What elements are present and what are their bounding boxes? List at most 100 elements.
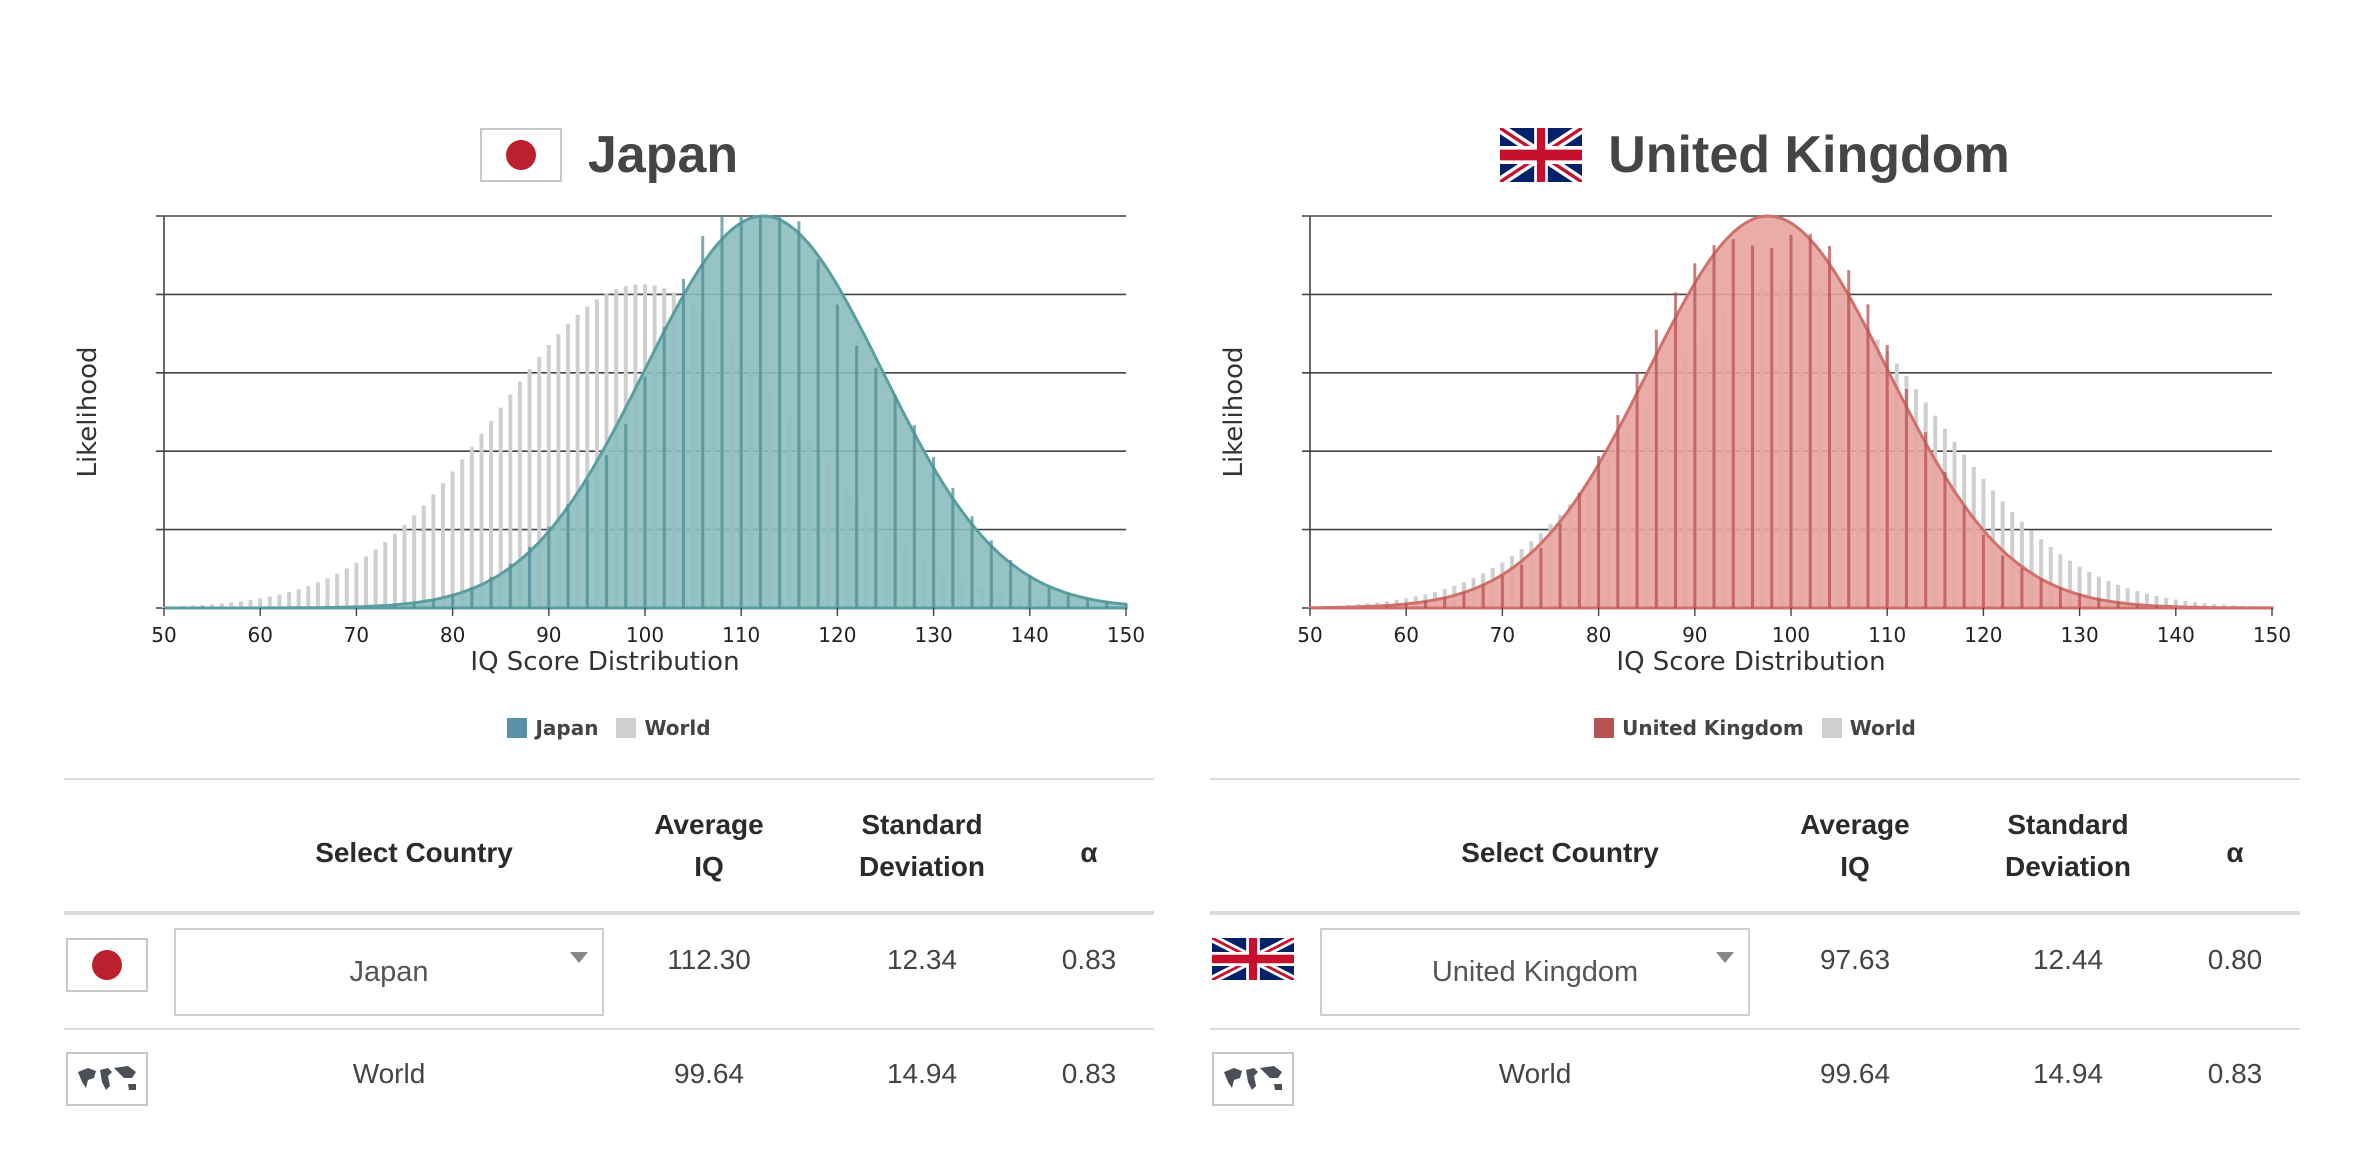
world-bar bbox=[421, 505, 426, 608]
world-bar bbox=[2077, 566, 2082, 608]
country-bar bbox=[1124, 604, 1128, 608]
legend-item-japan[interactable]: Japan bbox=[507, 716, 598, 740]
header-alpha: α bbox=[1080, 837, 1098, 868]
header-select-country: Select Country bbox=[1461, 837, 1659, 868]
x-tick-label: 90 bbox=[536, 623, 561, 647]
country-bar bbox=[624, 423, 628, 608]
world-bar bbox=[2125, 588, 2130, 608]
avg-iq-value: 112.30 bbox=[667, 944, 751, 975]
legend-swatch-japan bbox=[507, 718, 528, 738]
legend-swatch-world bbox=[1821, 718, 1842, 738]
world-bar bbox=[2067, 560, 2072, 608]
alpha-value: 0.83 bbox=[1061, 944, 1117, 975]
country-bar bbox=[1943, 472, 1947, 608]
country-select-value: United Kingdom bbox=[1431, 955, 1639, 988]
country-bar bbox=[2001, 555, 2005, 608]
legend-item-uk[interactable]: United Kingdom bbox=[1594, 716, 1804, 740]
country-bar bbox=[2097, 598, 2101, 608]
country-bar bbox=[912, 425, 916, 608]
right-title-row: United Kingdom bbox=[1210, 110, 2300, 200]
world-bar bbox=[306, 585, 311, 608]
world-bar bbox=[2154, 595, 2159, 608]
world-bar bbox=[200, 604, 205, 608]
right-panel: United Kingdom 50 60 70 80 90 100 110 120 130 140… bbox=[1210, 0, 2300, 1162]
world-bar bbox=[2144, 593, 2149, 608]
world-label: World bbox=[1498, 1058, 1572, 1089]
country-bar bbox=[1866, 304, 1870, 608]
header-select-country: Select Country bbox=[315, 837, 513, 868]
country-select-left[interactable]: Japan bbox=[174, 928, 604, 1016]
world-map-icon bbox=[1212, 1052, 1294, 1106]
legend-label-world: World bbox=[644, 716, 711, 740]
country-bar bbox=[1443, 597, 1447, 608]
country-bar bbox=[1616, 414, 1620, 608]
header-average-1: Average bbox=[1800, 809, 1910, 840]
world-avg-iq-value: 99.64 bbox=[673, 1058, 745, 1089]
x-tick-label: 140 bbox=[2157, 623, 2195, 647]
world-bar bbox=[450, 471, 455, 608]
legend-item-world[interactable]: World bbox=[1821, 716, 1916, 740]
world-bar bbox=[258, 598, 263, 608]
country-bar bbox=[508, 563, 512, 608]
world-bar bbox=[2135, 591, 2140, 608]
avg-iq-value: 97.63 bbox=[1819, 944, 1891, 975]
x-tick-label: 70 bbox=[1490, 623, 1515, 647]
world-bar bbox=[489, 420, 494, 608]
country-bar bbox=[1654, 329, 1658, 608]
country-bar bbox=[2155, 605, 2159, 608]
sd-value: 12.44 bbox=[2032, 944, 2104, 975]
country-bar bbox=[970, 516, 974, 608]
world-bar bbox=[594, 299, 599, 608]
country-select-value: Japan bbox=[349, 955, 429, 988]
legend-swatch-uk bbox=[1594, 718, 1615, 738]
japan-flag-icon bbox=[479, 128, 562, 182]
world-bar bbox=[296, 589, 301, 608]
x-tick-label: 70 bbox=[344, 623, 369, 647]
country-bar bbox=[1481, 584, 1485, 608]
world-label: World bbox=[352, 1058, 426, 1089]
country-bar bbox=[1028, 575, 1032, 608]
world-bar bbox=[440, 483, 445, 608]
right-legend: United Kingdom World bbox=[1210, 716, 2300, 740]
country-select-right[interactable]: United Kingdom bbox=[1320, 928, 1750, 1016]
world-bar bbox=[2212, 604, 2217, 608]
world-bar bbox=[537, 356, 542, 608]
country-bar bbox=[681, 278, 685, 608]
country-bar bbox=[431, 599, 435, 608]
country-bar bbox=[1962, 506, 1966, 608]
table-divider bbox=[1210, 778, 2300, 780]
legend-swatch-world bbox=[616, 718, 637, 738]
world-bar bbox=[210, 604, 215, 608]
world-bar bbox=[527, 368, 532, 608]
world-bar bbox=[238, 601, 243, 608]
country-bar bbox=[2020, 568, 2024, 608]
world-alpha-value: 0.83 bbox=[1061, 1058, 1117, 1089]
world-bar bbox=[229, 602, 234, 608]
world-bar bbox=[287, 591, 292, 608]
country-bar bbox=[1674, 292, 1678, 608]
world-bar bbox=[354, 562, 359, 608]
x-tick-label: 130 bbox=[915, 623, 953, 647]
country-bar bbox=[1404, 603, 1408, 608]
world-bar bbox=[2173, 599, 2178, 608]
left-title: Japan bbox=[587, 126, 739, 184]
world-bar bbox=[2039, 539, 2044, 608]
world-avg-iq-value: 99.64 bbox=[1819, 1058, 1891, 1089]
legend-item-world[interactable]: World bbox=[616, 716, 711, 740]
x-tick-label: 120 bbox=[818, 623, 856, 647]
country-bar bbox=[643, 376, 647, 608]
world-bar bbox=[2193, 602, 2198, 608]
y-axis-label: Likelihood bbox=[1219, 346, 1249, 477]
country-bar bbox=[1500, 575, 1504, 608]
table-header-divider bbox=[1210, 911, 2300, 915]
country-bar bbox=[1827, 245, 1831, 608]
country-bar bbox=[797, 221, 801, 609]
x-tick-label: 100 bbox=[1772, 623, 1810, 647]
world-bar bbox=[2048, 546, 2053, 608]
country-bar bbox=[989, 540, 993, 608]
x-tick-label: 150 bbox=[1107, 623, 1145, 647]
world-bar bbox=[373, 549, 378, 608]
x-tick-label: 60 bbox=[247, 623, 272, 647]
world-bar bbox=[2202, 603, 2207, 608]
y-axis-label: Likelihood bbox=[73, 346, 103, 477]
